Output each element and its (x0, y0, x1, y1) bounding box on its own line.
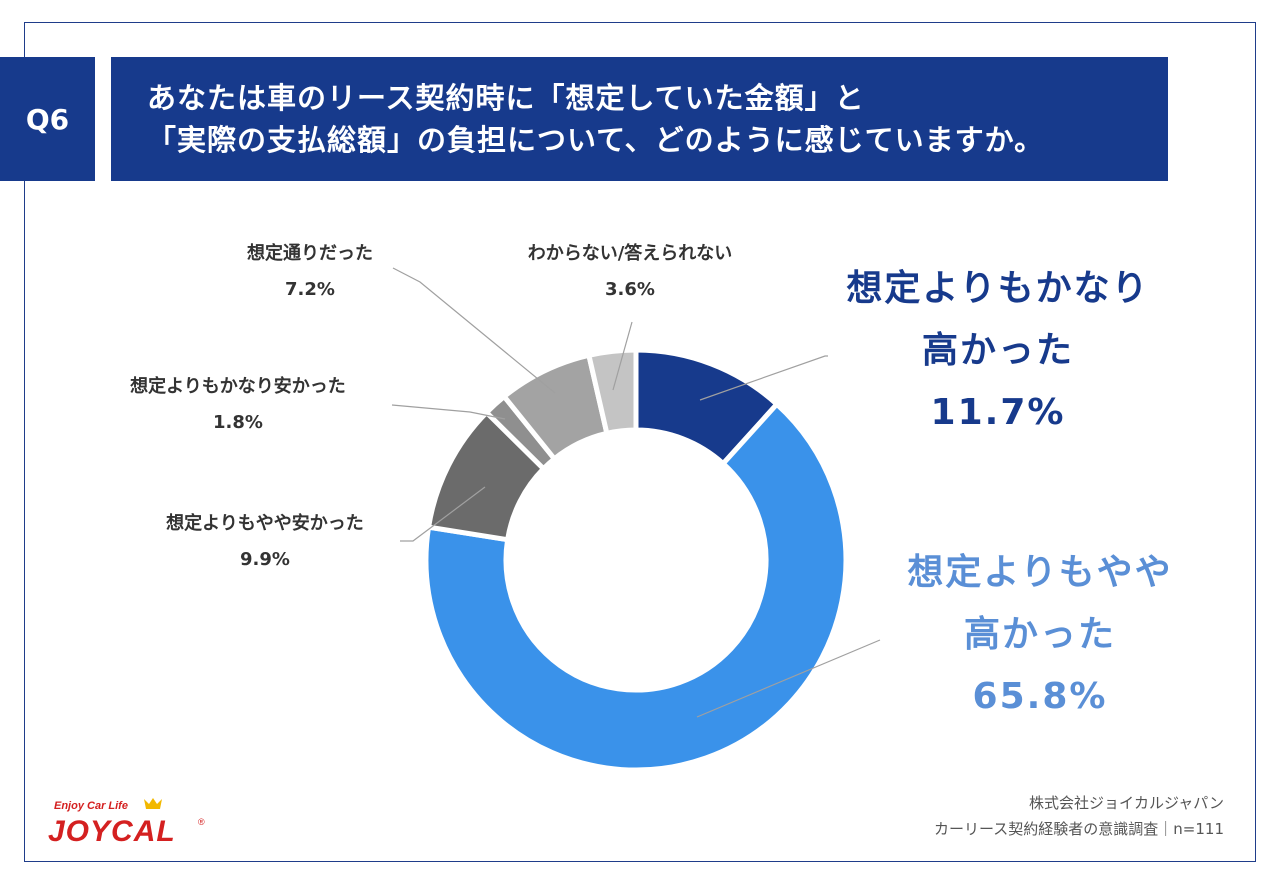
donut-slice-2 (423, 400, 849, 773)
label-unknown-line1: わからない/答えられない (527, 243, 733, 264)
label-as-expected-pct: 7.2% (285, 279, 335, 300)
leader-slightly-low (400, 486, 486, 542)
logo-brand: JOYCAL (48, 815, 176, 848)
leader-very-low (391, 404, 506, 420)
label-very-high-line2: 高かった (921, 330, 1074, 371)
question-line-2: 「実際の支払総額」の負担について、どのように感じていますか。 (147, 123, 1045, 157)
label-very-high-line1: 想定よりもかなり (846, 268, 1150, 309)
footer: 株式会社ジョイカルジャパン カーリース契約経験者の意識調査｜n=111 (934, 790, 1224, 842)
question-title: あなたは車のリース契約時に「想定していた金額」と 「実際の支払総額」の負担につい… (111, 57, 1168, 181)
leader-very-high (699, 355, 828, 401)
label-very-high-pct: 11.7% (930, 392, 1066, 433)
footer-company: 株式会社ジョイカルジャパン (1028, 794, 1224, 812)
label-very-low-pct: 1.8% (213, 412, 263, 433)
label-slightly-high-line2: 高かった (963, 614, 1116, 655)
label-slightly-low-pct: 9.9% (240, 549, 290, 570)
question-line-1: あなたは車のリース契約時に「想定していた金額」と (147, 81, 865, 115)
question-badge: Q6 (0, 57, 95, 181)
page-frame (24, 22, 1256, 862)
leader-as-expected (392, 267, 556, 394)
label-as-expected: 想定通りだった 7.2% (210, 236, 410, 308)
label-unknown: わからない/答えられない 3.6% (480, 236, 780, 308)
donut-slice-6 (585, 347, 639, 437)
joycal-logo: Enjoy Car Life JOYCAL ® (46, 795, 216, 855)
label-slightly-high-line1: 想定よりもやや (907, 552, 1173, 593)
footer-survey: カーリース契約経験者の意識調査｜n=111 (934, 820, 1224, 838)
leader-unknown (612, 321, 633, 391)
leader-slightly-high (696, 639, 881, 718)
label-slightly-low: 想定よりもやや安かった 9.9% (120, 506, 410, 578)
label-very-low: 想定よりもかなり安かった 1.8% (88, 369, 388, 441)
label-very-high: 想定よりもかなり 高かった 11.7% (838, 258, 1158, 444)
label-slightly-high-pct: 65.8% (972, 676, 1108, 717)
label-unknown-pct: 3.6% (605, 279, 655, 300)
label-very-low-line1: 想定よりもかなり安かった (130, 376, 346, 397)
label-slightly-low-line1: 想定よりもやや安かった (166, 513, 364, 534)
label-as-expected-line1: 想定通りだった (247, 243, 373, 264)
crown-icon (144, 798, 162, 809)
logo-tagline: Enjoy Car Life (54, 800, 128, 812)
label-slightly-high: 想定よりもやや 高かった 65.8% (880, 542, 1200, 728)
logo-registered: ® (198, 817, 205, 827)
